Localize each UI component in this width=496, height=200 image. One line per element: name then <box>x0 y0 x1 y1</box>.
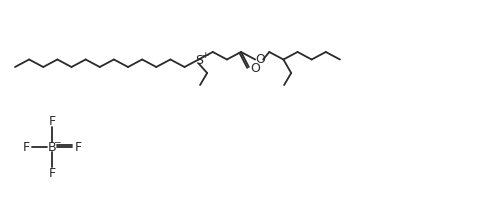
Text: B: B <box>48 141 57 154</box>
Text: F: F <box>49 167 56 180</box>
Text: −: − <box>53 137 61 146</box>
Text: O: O <box>255 53 265 66</box>
Text: F: F <box>74 141 81 154</box>
Text: S: S <box>194 54 203 67</box>
Text: F: F <box>22 141 30 154</box>
Text: +: + <box>201 51 208 60</box>
Text: O: O <box>250 62 260 75</box>
Text: F: F <box>49 115 56 128</box>
